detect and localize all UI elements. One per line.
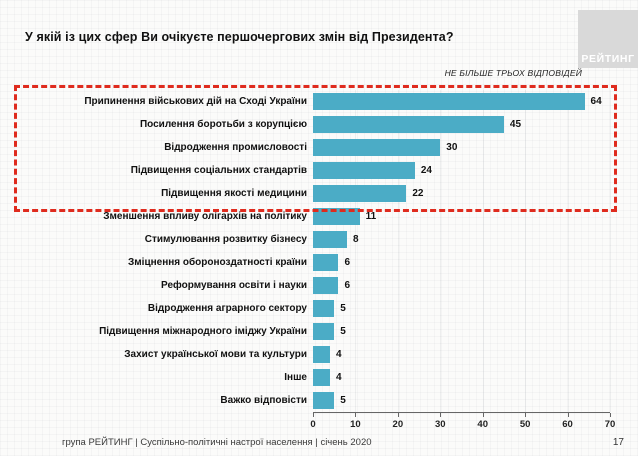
category-label: Відродження аграрного сектору: [147, 303, 307, 314]
tick-mark: [525, 413, 527, 417]
category-label: Підвищення якості медицини: [161, 188, 307, 199]
footer-credit: група РЕЙТИНГ | Суспільно-політичні наст…: [62, 437, 372, 448]
category-label: Інше: [284, 372, 307, 383]
tick-label: 50: [519, 419, 531, 430]
tick-label: 0: [310, 419, 316, 430]
bar-chart: Припинення військових дій на Сході Украї…: [0, 90, 638, 412]
bar-row: Посилення боротьби з корупцією 45: [0, 113, 638, 136]
bar-track: 5: [313, 392, 610, 409]
value-label: 6: [344, 280, 351, 291]
bar-row: Відродження аграрного сектору 5: [0, 297, 638, 320]
bar-row: Важко відповісти 5: [0, 389, 638, 412]
bar-row: Припинення військових дій на Сході Украї…: [0, 90, 638, 113]
x-axis: 0 10 20 30 40 50 60 70: [310, 412, 615, 430]
category-label: Зміцнення обороноздатності країни: [128, 257, 307, 268]
bar: [313, 369, 330, 386]
answers-limit-note: НЕ БІЛЬШЕ ТРЬОХ ВІДПОВІДЕЙ: [444, 68, 582, 78]
category-label: Стимулювання розвитку бізнесу: [144, 234, 307, 245]
value-label: 45: [509, 119, 522, 130]
bar: [313, 323, 335, 340]
tick-label: 20: [392, 419, 404, 430]
bar: [313, 93, 585, 110]
logo-text: РЕЙТИНГ: [581, 53, 635, 65]
value-label: 22: [412, 188, 424, 199]
tick-mark: [397, 413, 399, 417]
value-label: 5: [340, 303, 346, 314]
value-label: 5: [340, 326, 346, 337]
bar-track: 24: [313, 162, 610, 179]
bar-row: Реформування освіти і науки 6: [0, 274, 638, 297]
bar-row: Відродження промисловості 30: [0, 136, 638, 159]
bar: [313, 300, 335, 317]
bar-row: Захист української мови та культури 4: [0, 343, 638, 366]
bar-row: Підвищення якості медицини 22: [0, 182, 638, 205]
category-label: Зменшення впливу олігархів на політику: [103, 211, 307, 222]
bar-track: 30: [313, 139, 610, 156]
bar-row: Зміцнення обороноздатності країни 6: [0, 251, 638, 274]
bar-track: 45: [313, 116, 610, 133]
tick-mark: [313, 413, 314, 417]
bar-row: Зменшення впливу олігархів на політику 11: [0, 205, 638, 228]
category-label: Реформування освіти і науки: [161, 280, 307, 291]
page-title: У якій із цих сфер Ви очікуєте першочерг…: [25, 30, 454, 44]
value-label: 8: [352, 234, 359, 245]
bar: [313, 116, 504, 133]
bar-track: 4: [313, 369, 610, 386]
page-number: 17: [612, 437, 624, 448]
bar-track: 5: [313, 323, 610, 340]
category-label: Важко відповісти: [220, 395, 307, 406]
category-label: Відродження промисловості: [164, 142, 307, 153]
bar: [313, 231, 347, 248]
bar-row: Підвищення соціальних стандартів 24: [0, 159, 638, 182]
bar: [313, 392, 335, 409]
category-label: Посилення боротьби з корупцією: [139, 119, 307, 130]
tick-mark: [440, 413, 442, 417]
bar-track: 64: [313, 93, 610, 110]
value-label: 30: [446, 142, 458, 153]
tick-label: 40: [477, 419, 488, 430]
tick-label: 60: [562, 419, 573, 430]
tick-mark: [482, 413, 484, 417]
category-label: Припинення військових дій на Сході Украї…: [84, 96, 307, 107]
bar: [313, 185, 407, 202]
bar-track: 6: [313, 277, 610, 294]
category-label: Підвищення соціальних стандартів: [130, 165, 307, 176]
bar-track: 11: [313, 208, 610, 225]
value-label: 64: [590, 96, 602, 107]
tick-label: 10: [350, 419, 361, 430]
bar: [313, 139, 441, 156]
category-label: Захист української мови та культури: [124, 349, 307, 360]
value-label: 5: [340, 395, 346, 406]
bar: [313, 254, 339, 271]
bar-row: Стимулювання розвитку бізнесу 8: [0, 228, 638, 251]
tick-mark: [567, 413, 569, 417]
bar-track: 5: [313, 300, 610, 317]
bar-track: 22: [313, 185, 610, 202]
value-label: 11: [365, 211, 377, 222]
bar-row: Підвищення міжнародного іміджу України 5: [0, 320, 638, 343]
tick-label: 70: [604, 419, 616, 430]
bar: [313, 346, 330, 363]
category-label: Підвищення міжнародного іміджу України: [99, 326, 307, 337]
value-label: 4: [335, 372, 342, 383]
value-label: 6: [344, 257, 351, 268]
bar-track: 4: [313, 346, 610, 363]
tick-mark: [610, 413, 611, 417]
value-label: 4: [335, 349, 342, 360]
bar: [313, 277, 339, 294]
bar-row: Інше 4: [0, 366, 638, 389]
bar: [313, 162, 415, 179]
tick-mark: [355, 413, 357, 417]
value-label: 24: [420, 165, 432, 176]
tick-label: 30: [434, 419, 446, 430]
bar-track: 6: [313, 254, 610, 271]
bar: [313, 208, 360, 225]
rating-group-logo: РЕЙТИНГ: [578, 10, 638, 68]
bar-track: 8: [313, 231, 610, 248]
